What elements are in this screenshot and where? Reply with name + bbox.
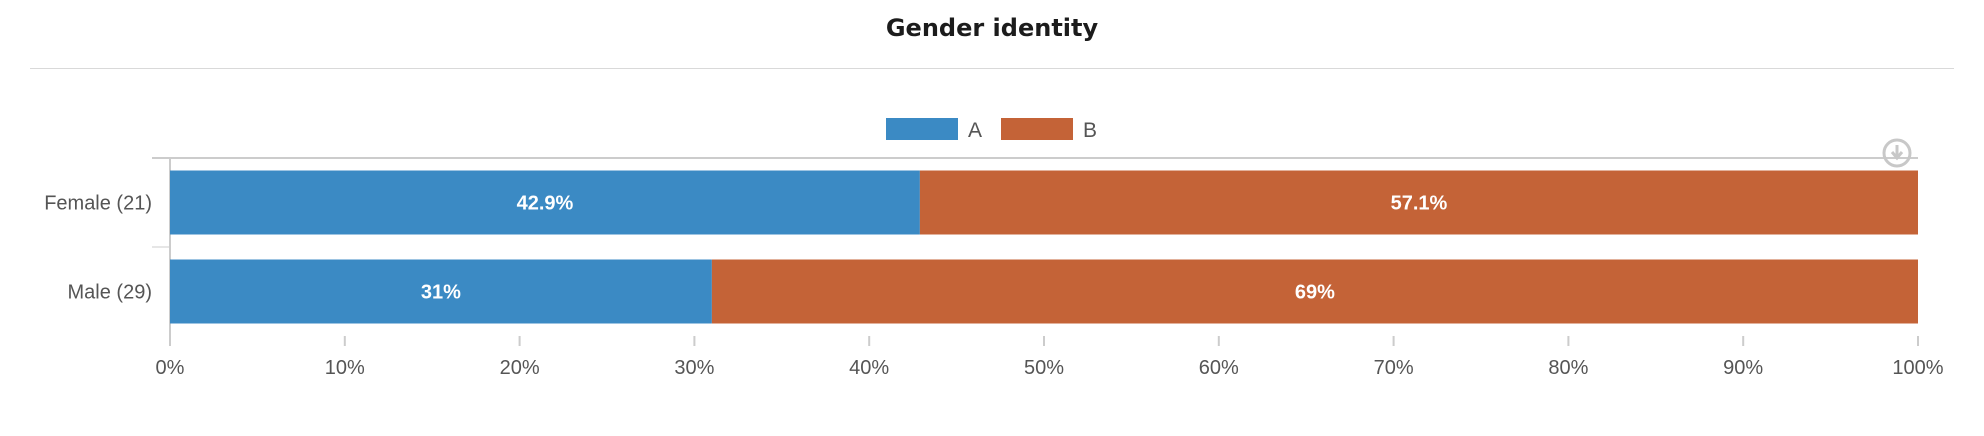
- x-tick-label: 40%: [849, 357, 889, 379]
- legend-label: B: [1083, 119, 1097, 142]
- data-label: 69%: [1295, 282, 1335, 304]
- x-tick-label: 60%: [1199, 357, 1239, 379]
- category-label: Female (21): [44, 193, 152, 215]
- bar-a: [170, 170, 920, 235]
- x-tick-label: 90%: [1723, 357, 1763, 379]
- bar-b: [711, 259, 1918, 324]
- data-label: 31%: [421, 282, 461, 304]
- title-divider: [30, 68, 1954, 69]
- chart-title: Gender identity: [885, 14, 1099, 42]
- data-label: 42.9%: [517, 193, 574, 215]
- x-tick-label: 80%: [1548, 357, 1588, 379]
- x-tick-label: 50%: [1024, 357, 1064, 379]
- legend-swatch-b: [1001, 118, 1073, 140]
- x-tick-label: 70%: [1374, 357, 1414, 379]
- x-tick-label: 20%: [500, 357, 540, 379]
- data-label: 57.1%: [1391, 193, 1448, 215]
- download-icon[interactable]: [1882, 138, 1912, 168]
- category-label: Male (29): [68, 282, 152, 304]
- x-tick-label: 100%: [1892, 357, 1943, 379]
- x-tick-label: 0%: [156, 357, 185, 379]
- bar-a: [170, 259, 712, 324]
- x-tick-label: 30%: [674, 357, 714, 379]
- bar-b: [919, 170, 1918, 235]
- legend-label: A: [968, 119, 982, 142]
- legend-swatch-a: [886, 118, 958, 140]
- x-tick-label: 10%: [325, 357, 365, 379]
